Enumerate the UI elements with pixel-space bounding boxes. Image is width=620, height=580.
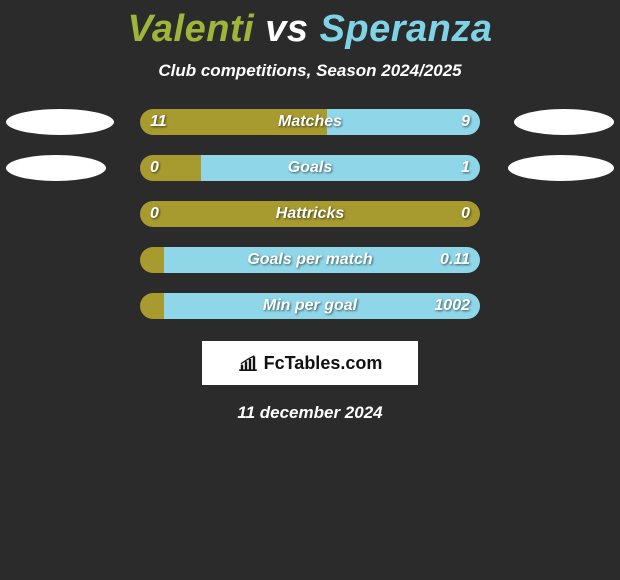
- stat-left-value: 0: [150, 201, 159, 227]
- stat-bar: 11 Matches 9: [140, 109, 480, 135]
- stat-row: 11 Matches 9: [0, 109, 620, 135]
- stat-row: 0 Goals 1: [0, 155, 620, 181]
- bar-chart-icon: [238, 355, 258, 371]
- stat-label: Min per goal: [263, 293, 357, 319]
- stat-bar-right: [201, 155, 480, 181]
- stat-bar: Min per goal 1002: [140, 293, 480, 319]
- stat-right-value: 1002: [434, 293, 470, 319]
- player1-name: Valenti: [127, 8, 254, 50]
- player2-name: Speranza: [320, 8, 493, 50]
- stat-bar: 0 Hattricks 0: [140, 201, 480, 227]
- stat-bar-right: [327, 109, 480, 135]
- player1-logo-placeholder: [6, 155, 106, 181]
- stat-left-value: 0: [150, 155, 159, 181]
- player2-logo-placeholder: [508, 155, 614, 181]
- stat-right-value: 0.11: [440, 247, 470, 273]
- stat-row: Goals per match 0.11: [0, 247, 620, 273]
- brand-text: FcTables.com: [264, 353, 383, 374]
- stat-right-value: 0: [461, 201, 470, 227]
- stat-bar: 0 Goals 1: [140, 155, 480, 181]
- vs-text: vs: [265, 8, 308, 50]
- stat-label: Goals per match: [247, 247, 372, 273]
- stat-bar: Goals per match 0.11: [140, 247, 480, 273]
- date-text: 11 december 2024: [0, 403, 620, 423]
- stat-label: Matches: [278, 109, 342, 135]
- stat-right-value: 9: [461, 109, 470, 135]
- player1-logo-placeholder: [6, 109, 114, 135]
- player2-logo-placeholder: [514, 109, 614, 135]
- comparison-title: Valenti vs Speranza: [0, 0, 620, 51]
- stat-row: 0 Hattricks 0: [0, 201, 620, 227]
- brand-box: FcTables.com: [202, 341, 418, 385]
- stat-rows: 11 Matches 9 0 Goals 1 0 Hattricks 0 Goals per ma…: [0, 109, 620, 319]
- stat-label: Hattricks: [276, 201, 344, 227]
- subtitle: Club competitions, Season 2024/2025: [0, 61, 620, 81]
- stat-right-value: 1: [461, 155, 470, 181]
- stat-bar-left: [140, 247, 164, 273]
- stat-row: Min per goal 1002: [0, 293, 620, 319]
- stat-left-value: 11: [150, 109, 167, 135]
- stat-bar-left: [140, 293, 164, 319]
- stat-label: Goals: [288, 155, 332, 181]
